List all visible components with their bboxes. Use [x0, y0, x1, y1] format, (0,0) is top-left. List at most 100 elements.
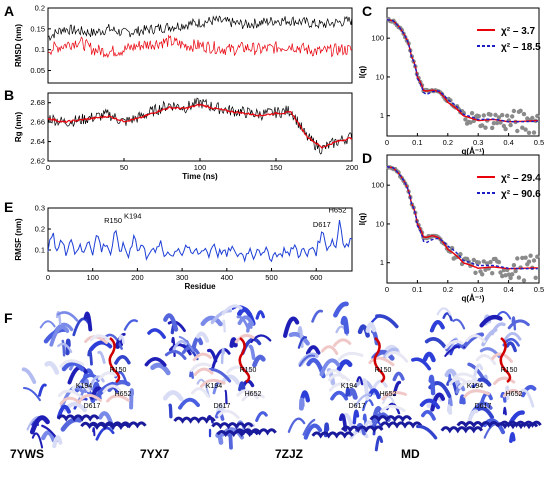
ribbon-segment: [49, 325, 70, 347]
residue-label: D617: [349, 403, 366, 410]
ribbon-segment: [411, 357, 432, 371]
panel-label-e: E: [4, 199, 13, 215]
experimental-point: [523, 255, 528, 260]
legend-label-2: χ² – 90.6: [501, 189, 541, 200]
ribbon-segment: [92, 427, 96, 437]
ribbon-segment: [83, 311, 93, 332]
experimental-point: [535, 113, 540, 119]
x-tick-label: 0.4: [503, 285, 513, 294]
plot-frame: [47, 7, 353, 84]
ribbon-segment-light: [465, 334, 486, 343]
ribbon-segment: [447, 396, 453, 407]
ribbon-segment: [189, 369, 194, 379]
ribbon-segment: [352, 409, 360, 425]
experimental-point: [498, 270, 503, 275]
x-tick-label: 0.3: [473, 285, 483, 294]
ribbon-segment: [65, 338, 71, 356]
y-tick-label: 0.2: [35, 4, 45, 13]
ribbon-segment: [38, 383, 47, 397]
ribbon-segment: [167, 320, 186, 332]
helix-coil: [311, 431, 354, 439]
ribbon-segment: [297, 336, 308, 349]
residue-annotation: K194: [124, 212, 142, 221]
ribbon-segment: [114, 355, 131, 365]
y-axis-label: RMSD (nm): [14, 24, 23, 67]
model-curve-2: [386, 166, 538, 270]
ribbon-segment: [250, 334, 272, 344]
ribbon-segment-light: [106, 394, 130, 403]
experimental-point: [518, 108, 523, 114]
y-tick-label: 100: [371, 181, 384, 190]
ribbon-segment: [461, 332, 485, 350]
ribbon-segment-light: [190, 362, 213, 372]
ribbon-segment: [319, 358, 341, 377]
ribbon-segment: [507, 319, 530, 330]
ribbon-segment: [302, 418, 316, 436]
ribbon-segment: [419, 398, 441, 410]
structure-label: 7YX7: [140, 447, 170, 461]
ribbon-segment: [162, 390, 184, 402]
experimental-point: [480, 123, 485, 128]
ribbon-segment: [333, 301, 349, 318]
experimental-point: [471, 257, 476, 263]
x-axis-label: Time (ns): [182, 172, 218, 181]
ribbon-segment: [118, 334, 125, 345]
experimental-point: [485, 261, 490, 266]
experimental-point: [526, 130, 532, 135]
ribbon-segment-light: [458, 379, 484, 389]
helix-coil: [499, 420, 542, 428]
x-tick-label: 0: [385, 285, 389, 294]
ribbon-segment: [222, 319, 226, 333]
ribbon-segment: [370, 329, 380, 346]
ribbon-segment-light: [234, 333, 255, 344]
residue-annotation: R150: [104, 216, 122, 225]
ribbon-segment: [237, 315, 255, 326]
y-tick-label: 1: [380, 111, 384, 120]
ribbon-segment: [357, 324, 370, 338]
helix-coil: [173, 416, 216, 424]
ribbon-segment: [392, 371, 405, 382]
ribbon-segment-light: [190, 387, 210, 398]
residue-label: D617: [84, 403, 101, 410]
y-tick-label: 0.15: [30, 24, 45, 33]
experimental-point: [503, 273, 508, 278]
experimental-point: [500, 273, 505, 279]
experimental-point: [503, 126, 508, 132]
plot-frame: [386, 7, 540, 137]
residue-label: K194: [206, 383, 222, 390]
x-tick-label: 600: [310, 273, 323, 282]
experimental-point: [531, 130, 537, 135]
ribbon-segment: [374, 435, 384, 452]
ribbon-segment: [200, 315, 223, 327]
ribbon-segment-light: [193, 367, 214, 376]
ribbon-segment: [168, 403, 173, 419]
ribbon-segment-light: [463, 389, 490, 398]
structure-label: 7ZJZ: [275, 447, 303, 461]
structure-panel: R150 K194 H652 D617 7YWS R150 K194 H652 D617 7YX7…: [10, 301, 542, 461]
ribbon-segment: [210, 309, 232, 325]
experimental-point: [500, 112, 505, 118]
ribbon-segment: [422, 351, 436, 363]
ribbon-segment-light: [328, 382, 351, 392]
ribbon-segment-light: [448, 377, 469, 386]
x-tick-label: 0.5: [534, 285, 544, 294]
ribbon-segment: [347, 387, 358, 400]
helix-coil: [379, 421, 423, 429]
x-tick-label: 200: [131, 273, 144, 282]
experimental-point: [488, 112, 493, 117]
structure-4: R150 K194 H652 D617 MD: [401, 307, 542, 461]
y-tick-label: 0.1: [35, 246, 45, 255]
ribbon-segment: [471, 377, 492, 389]
ribbon-segment: [429, 320, 445, 333]
ribbon-segment: [248, 344, 256, 360]
ribbon-segment: [428, 374, 436, 396]
experimental-point: [513, 268, 518, 274]
x-axis-label: Residue: [184, 282, 216, 291]
ribbon-segment: [421, 410, 436, 421]
experimental-point: [496, 259, 502, 265]
ribbon-segment-light: [102, 384, 121, 393]
experimental-point: [511, 263, 517, 268]
chart-rmsf: 0.3 0.2 0.1 0 100 200 300 400 500 600 RMSF (nm) Res…: [14, 204, 353, 291]
experimental-point: [508, 275, 513, 281]
experimental-point: [533, 275, 538, 280]
